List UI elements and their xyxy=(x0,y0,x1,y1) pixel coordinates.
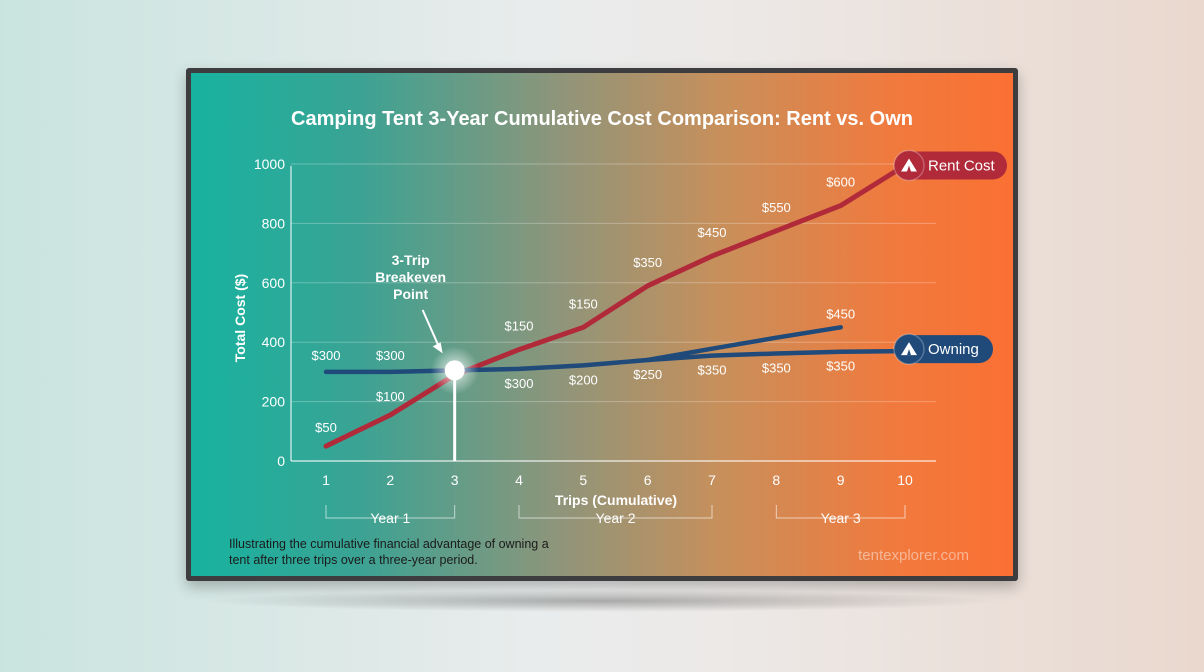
series-line-1 xyxy=(323,163,908,449)
breakeven-note-line: 3-Trip xyxy=(392,252,430,268)
data-label: $450 xyxy=(698,225,727,240)
data-label: $300 xyxy=(376,348,405,363)
watermark: tentexplorer.com xyxy=(858,547,969,564)
y-tick-label: 400 xyxy=(262,334,286,350)
grid-lines xyxy=(291,163,936,403)
tent-icon-shape xyxy=(901,158,917,172)
y-tick-label: 200 xyxy=(262,394,286,410)
monitor-frame: Camping Tent 3-Year Cumulative Cost Comp… xyxy=(186,68,1018,581)
x-axis-label: Trips (Cumulative) xyxy=(555,492,677,508)
year-group: Year 1 xyxy=(325,505,456,526)
x-tick-label: 4 xyxy=(515,472,523,488)
data-label: $100 xyxy=(376,389,405,404)
year-label: Year 1 xyxy=(370,510,410,526)
year-bracket xyxy=(518,505,713,519)
tent-icon xyxy=(901,158,917,172)
data-label: $350 xyxy=(826,359,855,374)
axes xyxy=(290,166,936,462)
year-group: Year 2 xyxy=(518,505,713,526)
x-tick-label: 3 xyxy=(451,472,459,488)
x-tick-label: 8 xyxy=(772,472,780,488)
breakeven-note-line: Breakeven xyxy=(375,269,446,285)
series-lines xyxy=(323,163,908,449)
y-axis-ticks: 0 200 400 600 800 1000 xyxy=(254,156,285,469)
y-tick-label: 600 xyxy=(262,275,286,291)
series-line-2 xyxy=(323,348,908,375)
year-groups: Year 1 Year 2 Year 3 xyxy=(325,505,906,526)
data-label: $250 xyxy=(633,367,662,382)
cost-comparison-chart: Camping Tent 3-Year Cumulative Cost Comp… xyxy=(229,108,1007,567)
breakeven-arrow-shaft xyxy=(421,309,441,349)
year-bracket xyxy=(325,505,456,519)
data-label: $300 xyxy=(505,376,534,391)
data-label: $150 xyxy=(569,296,598,311)
tent-icon-shape xyxy=(901,342,917,356)
legend-pill xyxy=(895,151,1007,180)
legend-label: Owning xyxy=(928,341,979,358)
year-label: Year 3 xyxy=(821,510,861,526)
series-line-3 xyxy=(645,325,843,363)
x-tick-label: 7 xyxy=(708,472,716,488)
legend-label: Rent Cost xyxy=(928,157,996,174)
data-label: $150 xyxy=(505,319,534,334)
x-tick-label: 10 xyxy=(897,472,913,488)
y-tick-label: 0 xyxy=(277,453,285,469)
floor-shadow xyxy=(200,590,1004,612)
tent-icon-door xyxy=(907,349,911,356)
breakeven-point xyxy=(444,360,465,381)
x-tick-label: 9 xyxy=(837,472,845,488)
data-label: $600 xyxy=(826,175,855,190)
chart-title: Camping Tent 3-Year Cumulative Cost Comp… xyxy=(291,108,913,130)
data-label: $350 xyxy=(698,363,727,378)
caption-line-2: tent after three trips over a three-year… xyxy=(229,553,478,567)
chart-screen: Camping Tent 3-Year Cumulative Cost Comp… xyxy=(191,73,1013,576)
y-tick-label: 1000 xyxy=(254,156,285,172)
y-tick-label: 800 xyxy=(262,215,286,231)
data-label: $200 xyxy=(569,372,598,387)
data-label: $50 xyxy=(315,420,337,435)
year-label: Year 2 xyxy=(596,510,636,526)
legend-item-2: Owning xyxy=(893,333,993,365)
y-axis-label: Total Cost ($) xyxy=(232,274,248,362)
year-bracket xyxy=(775,505,906,519)
year-group: Year 3 xyxy=(775,505,906,526)
tent-icon xyxy=(901,342,917,356)
caption-line-1: Illustrating the cumulative financial ad… xyxy=(229,537,549,551)
data-labels: $50 $100 $150 $150 $350 $450 $550 $600 $300 $300 $… xyxy=(312,175,856,436)
legend: Rent Cost Owning xyxy=(893,149,1007,365)
x-tick-label: 6 xyxy=(644,472,652,488)
legend-item-1: Rent Cost xyxy=(893,149,1007,182)
x-tick-label: 1 xyxy=(322,472,330,488)
x-axis-ticks: 1 2 3 4 5 6 7 8 9 10 xyxy=(322,472,913,488)
tent-icon-door xyxy=(907,165,911,172)
data-label: $300 xyxy=(312,348,341,363)
data-label: $350 xyxy=(633,255,662,270)
x-tick-label: 2 xyxy=(386,472,394,488)
data-label: $450 xyxy=(826,306,855,321)
breakeven-arrow-head xyxy=(432,342,443,354)
data-label: $350 xyxy=(762,360,791,375)
data-label: $550 xyxy=(762,200,791,215)
x-tick-label: 5 xyxy=(579,472,587,488)
breakeven-note-line: Point xyxy=(393,286,428,302)
